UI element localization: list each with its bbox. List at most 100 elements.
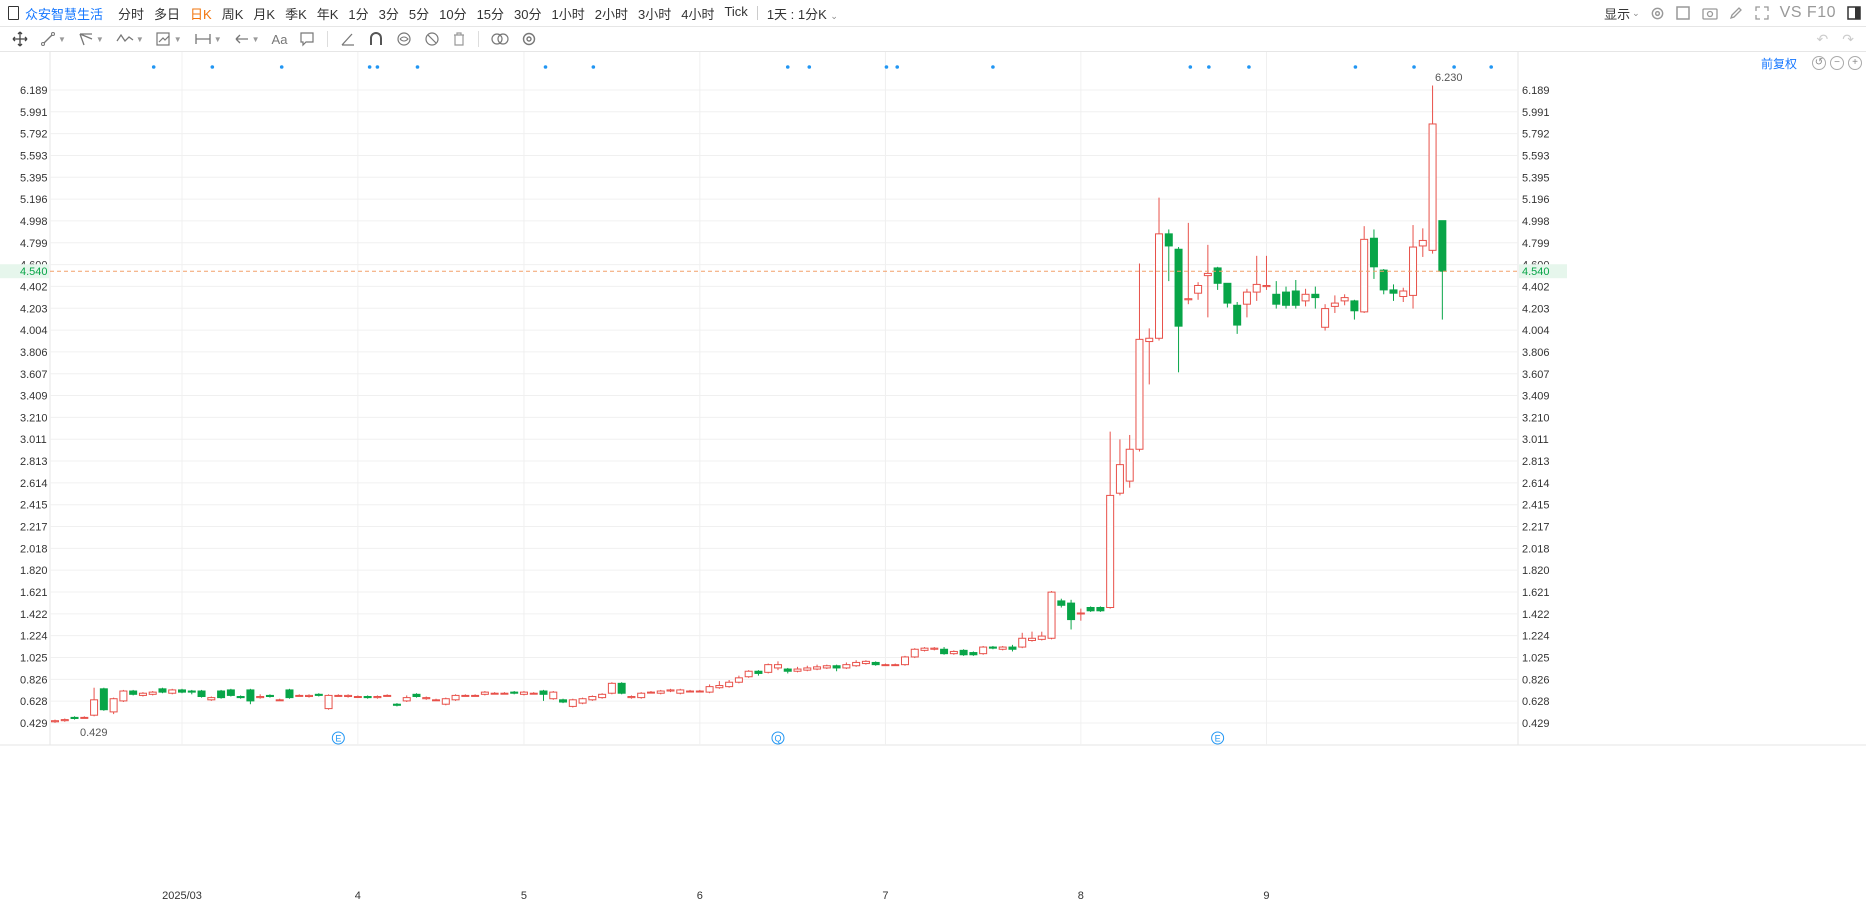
y-tick-label-left: 0.429: [20, 718, 48, 730]
candle-body: [256, 696, 265, 699]
candle-body: [949, 650, 958, 655]
trend-line-icon[interactable]: ▼: [40, 31, 66, 47]
candle-body: [412, 693, 421, 698]
candle-body: [588, 696, 597, 701]
angle-tool-icon[interactable]: [340, 31, 356, 47]
price-adjust-button[interactable]: 前复权: [1761, 57, 1798, 71]
candle-body: [471, 694, 480, 697]
period-tab[interactable]: 3分: [378, 6, 399, 22]
candle-body: [1321, 308, 1330, 328]
y-tick-label-left: 4.402: [20, 281, 48, 293]
candle-body: [1272, 293, 1281, 305]
candle-body: [432, 699, 441, 702]
undo-icon[interactable]: ↶: [1816, 30, 1829, 47]
period-tab[interactable]: 15分: [476, 6, 505, 22]
y-tick-label-left: 1.621: [20, 587, 48, 599]
period-tab[interactable]: 10分: [439, 6, 467, 22]
period-tab[interactable]: 1小时: [551, 6, 585, 22]
magnet-icon[interactable]: [368, 31, 384, 47]
y-tick-label-left: 1.422: [20, 609, 48, 621]
y-tick-label-right: 4.203: [1522, 303, 1550, 315]
candle-body: [627, 696, 636, 699]
pattern-tool-icon[interactable]: ▼: [116, 31, 144, 47]
period-tab[interactable]: 30分: [514, 6, 542, 22]
y-tick-label-right: 3.806: [1522, 347, 1550, 359]
candle-body: [1096, 606, 1105, 612]
redo-icon[interactable]: ↷: [1842, 30, 1854, 47]
current-price-tag-right: 4.540: [1522, 266, 1550, 278]
candle-body: [803, 667, 812, 671]
gear-icon[interactable]: [521, 31, 537, 47]
y-tick-label-right: 3.607: [1522, 369, 1550, 381]
candle-body: [920, 647, 929, 651]
period-tab[interactable]: 5分: [408, 6, 430, 22]
candle-body: [715, 685, 724, 689]
period-tab[interactable]: 年K: [316, 6, 339, 22]
period-tab[interactable]: 分时: [118, 6, 145, 22]
candle-body: [1330, 302, 1339, 307]
indicator-tool-icon[interactable]: ▼: [156, 31, 182, 47]
candle-body: [363, 696, 372, 699]
period-tab[interactable]: 3小时: [637, 6, 672, 22]
current-price-tag-left-bg: [0, 264, 49, 279]
period-tab[interactable]: 1分: [348, 6, 369, 22]
candle-body: [1428, 123, 1437, 251]
text-tool-icon[interactable]: Aa: [271, 31, 288, 47]
display-menu[interactable]: 显示 ⌄: [1604, 4, 1640, 23]
drawing-toolbar: ▼ ▼ ▼ ▼ ▼ ▼ Aa ↶ ↷: [0, 27, 1866, 51]
y-tick-label-right: 1.224: [1522, 631, 1550, 643]
period-tab[interactable]: 周K: [221, 6, 244, 22]
kline-chart[interactable]: 6.189 6.189 5.991 5.991 5.792 5.792 5.593 5.593…: [0, 52, 1866, 915]
fib-tool-icon[interactable]: ▼: [78, 31, 104, 47]
event-dots: [151, 65, 1493, 69]
candle-body: [1018, 637, 1027, 648]
period-tab[interactable]: 日K: [190, 6, 212, 22]
x-tick-label: 2025/03: [162, 890, 202, 902]
period-tab[interactable]: 多日: [154, 6, 181, 22]
hide-drawings-icon[interactable]: [424, 31, 440, 47]
dividend-dot: [1489, 65, 1493, 69]
y-tick-label-left: 2.018: [20, 543, 48, 555]
period-tab[interactable]: Tick: [724, 3, 748, 19]
zoom-out-icon[interactable]: −: [1830, 56, 1844, 70]
panel-toggle-icon[interactable]: [1846, 5, 1862, 21]
move-icon[interactable]: [12, 31, 28, 47]
sidebar-toggle-icon[interactable]: [8, 6, 19, 20]
camera-icon[interactable]: [1701, 5, 1718, 21]
comment-tool-icon[interactable]: [299, 31, 315, 47]
vs-f10-button[interactable]: VS F10: [1779, 4, 1836, 21]
period-tab[interactable]: 月K: [253, 6, 276, 22]
candle-body: [783, 668, 792, 672]
settings-icon[interactable]: [1650, 5, 1666, 21]
candle-body: [1213, 267, 1222, 284]
candle-body: [451, 694, 460, 701]
pen-icon[interactable]: [1728, 5, 1744, 21]
candle-body: [324, 694, 333, 710]
candle-body: [51, 720, 59, 723]
zoom-in-icon[interactable]: +: [1848, 56, 1862, 70]
candle-body: [344, 694, 353, 698]
measure-tool-icon[interactable]: ▼: [194, 31, 222, 47]
stock-name[interactable]: 众安智慧生活: [25, 6, 104, 22]
candle-body: [1262, 285, 1271, 288]
candle-body: [80, 716, 89, 719]
dividend-dot: [1247, 65, 1251, 69]
compare-icon[interactable]: [491, 32, 510, 46]
custom-period-select[interactable]: 1天 : 1分K ⌄: [762, 4, 843, 23]
candle-body: [1379, 269, 1388, 291]
y-tick-label-right: 2.415: [1522, 500, 1550, 512]
trash-icon[interactable]: [452, 31, 466, 47]
arrow-tool-icon[interactable]: ▼: [234, 31, 260, 47]
y-tick-label-right: 4.998: [1522, 216, 1550, 228]
eye-icon[interactable]: [396, 31, 412, 47]
reset-icon[interactable]: ↺: [1812, 56, 1826, 70]
dividend-dot: [884, 65, 889, 69]
candle-body: [1155, 233, 1164, 339]
period-tab[interactable]: 4小时: [681, 6, 715, 22]
period-tab[interactable]: 季K: [285, 6, 307, 22]
y-tick-label-right: 5.991: [1522, 107, 1550, 119]
layout-icon[interactable]: [1675, 5, 1692, 21]
fullscreen-icon[interactable]: [1754, 5, 1770, 21]
candle-body: [217, 690, 226, 699]
period-tab[interactable]: 2小时: [594, 6, 628, 22]
